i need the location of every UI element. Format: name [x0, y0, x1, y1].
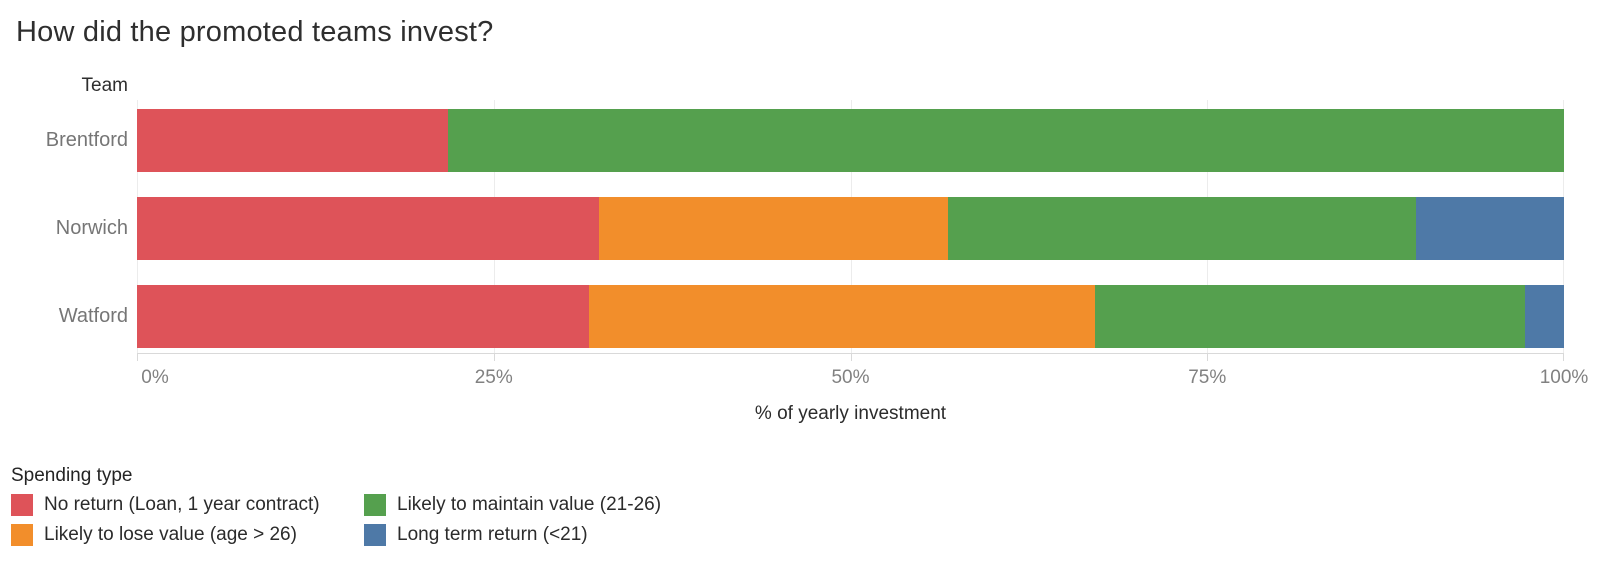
legend-swatch-icon — [11, 494, 33, 516]
x-axis-tick-label: 50% — [831, 367, 870, 388]
x-axis-line — [137, 353, 1564, 354]
y-axis-label-brentford: Brentford — [45, 129, 128, 151]
legend-swatch-icon — [364, 494, 386, 516]
x-axis-tick-label: 25% — [474, 367, 513, 388]
legend-item-label: Likely to lose value (age > 26) — [44, 524, 297, 545]
bar-segment-norwich[interactable] — [137, 197, 600, 260]
bar-segment-watford[interactable] — [1525, 285, 1564, 348]
plot-area: % of yearly investment 0% 25% 50% 75% 100% — [137, 100, 1588, 424]
legend-item[interactable]: Likely to maintain value (21-26) — [364, 494, 661, 516]
legend-item[interactable]: Long term return (<21) — [364, 524, 661, 546]
y-axis-title: Team — [81, 75, 128, 96]
x-axis-title: % of yearly investment — [754, 403, 947, 424]
bar-segment-norwich[interactable] — [1415, 197, 1564, 260]
x-axis-tick — [493, 354, 495, 361]
x-axis-tick — [1563, 354, 1564, 361]
bar-brentford — [137, 109, 1564, 172]
y-axis-label-norwich: Norwich — [55, 217, 128, 239]
y-axis-label-watford: Watford — [58, 305, 128, 327]
bar-segment-norwich[interactable] — [599, 197, 948, 260]
legend-items: No return (Loan, 1 year contract) Likely … — [11, 494, 661, 546]
x-axis-tick — [1207, 354, 1209, 361]
legend-swatch-icon — [11, 524, 33, 546]
bar-norwich — [137, 197, 1564, 260]
bar-segment-watford[interactable] — [1094, 285, 1526, 348]
bar-segment-brentford[interactable] — [137, 109, 449, 172]
legend-item[interactable]: No return (Loan, 1 year contract) — [11, 494, 364, 516]
x-axis-tick — [137, 354, 138, 361]
x-axis-tick-label: 0% — [141, 367, 169, 388]
bar-segment-watford[interactable] — [137, 285, 590, 348]
x-axis-tick-label: 75% — [1188, 367, 1227, 388]
bar-segment-watford[interactable] — [589, 285, 1095, 348]
bar-segment-brentford[interactable] — [448, 109, 1564, 172]
y-axis-labels: Brentford Norwich Watford — [0, 100, 128, 353]
chart-title: How did the promoted teams invest? — [16, 16, 494, 48]
x-axis-tick-label: 100% — [1539, 367, 1589, 388]
legend-item-label: Long term return (<21) — [397, 524, 588, 545]
legend: Spending type No return (Loan, 1 year co… — [11, 466, 661, 546]
legend-item[interactable]: Likely to lose value (age > 26) — [11, 524, 364, 546]
legend-item-label: No return (Loan, 1 year contract) — [44, 494, 320, 515]
bar-watford — [137, 285, 1564, 348]
x-axis-tick — [850, 354, 852, 361]
bar-segment-norwich[interactable] — [947, 197, 1416, 260]
legend-item-label: Likely to maintain value (21-26) — [397, 494, 662, 515]
legend-title: Spending type — [11, 465, 133, 486]
legend-swatch-icon — [364, 524, 386, 546]
